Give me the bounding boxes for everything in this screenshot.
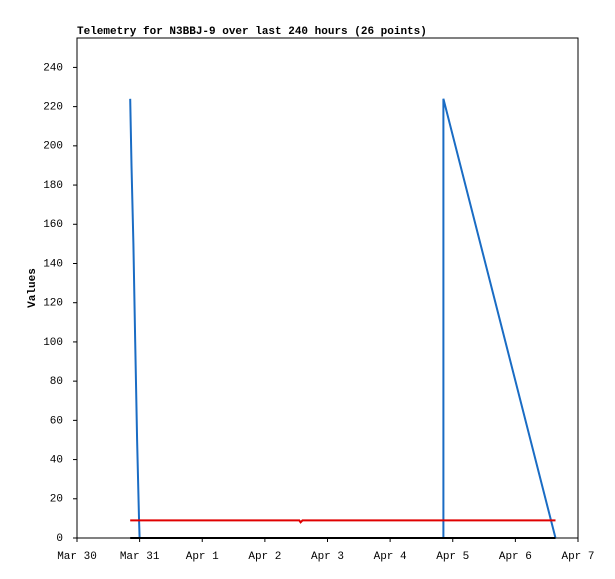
x-tick-label: Apr 1 — [186, 551, 219, 563]
chart-title: Telemetry for N3BBJ-9 over last 240 hour… — [77, 26, 427, 38]
y-tick-label: 180 — [43, 180, 63, 192]
y-tick-label: 40 — [50, 454, 63, 466]
x-tick-label: Apr 7 — [561, 551, 594, 563]
x-tick-label: Apr 5 — [436, 551, 469, 563]
x-tick-label: Apr 6 — [499, 551, 532, 563]
series-line — [130, 519, 556, 524]
y-tick-label: 80 — [50, 376, 63, 388]
y-tick-label: 240 — [43, 62, 63, 74]
x-tick-label: Apr 4 — [374, 551, 407, 563]
x-tick-label: Mar 31 — [120, 551, 160, 563]
y-tick-label: 0 — [56, 533, 63, 545]
y-tick-label: 200 — [43, 141, 63, 153]
x-tick-label: Apr 2 — [248, 551, 281, 563]
y-tick-label: 140 — [43, 258, 63, 270]
y-axis-label: Values — [27, 268, 39, 308]
x-tick-label: Mar 30 — [57, 551, 97, 563]
series-line — [129, 98, 557, 539]
x-tick-label: Apr 3 — [311, 551, 344, 563]
y-tick-label: 160 — [43, 219, 63, 231]
y-tick-label: 20 — [50, 494, 63, 506]
y-tick-label: 120 — [43, 298, 63, 310]
y-tick-label: 60 — [50, 415, 63, 427]
plot-frame — [76, 37, 579, 539]
y-tick-label: 220 — [43, 102, 63, 114]
y-tick-label: 100 — [43, 337, 63, 349]
